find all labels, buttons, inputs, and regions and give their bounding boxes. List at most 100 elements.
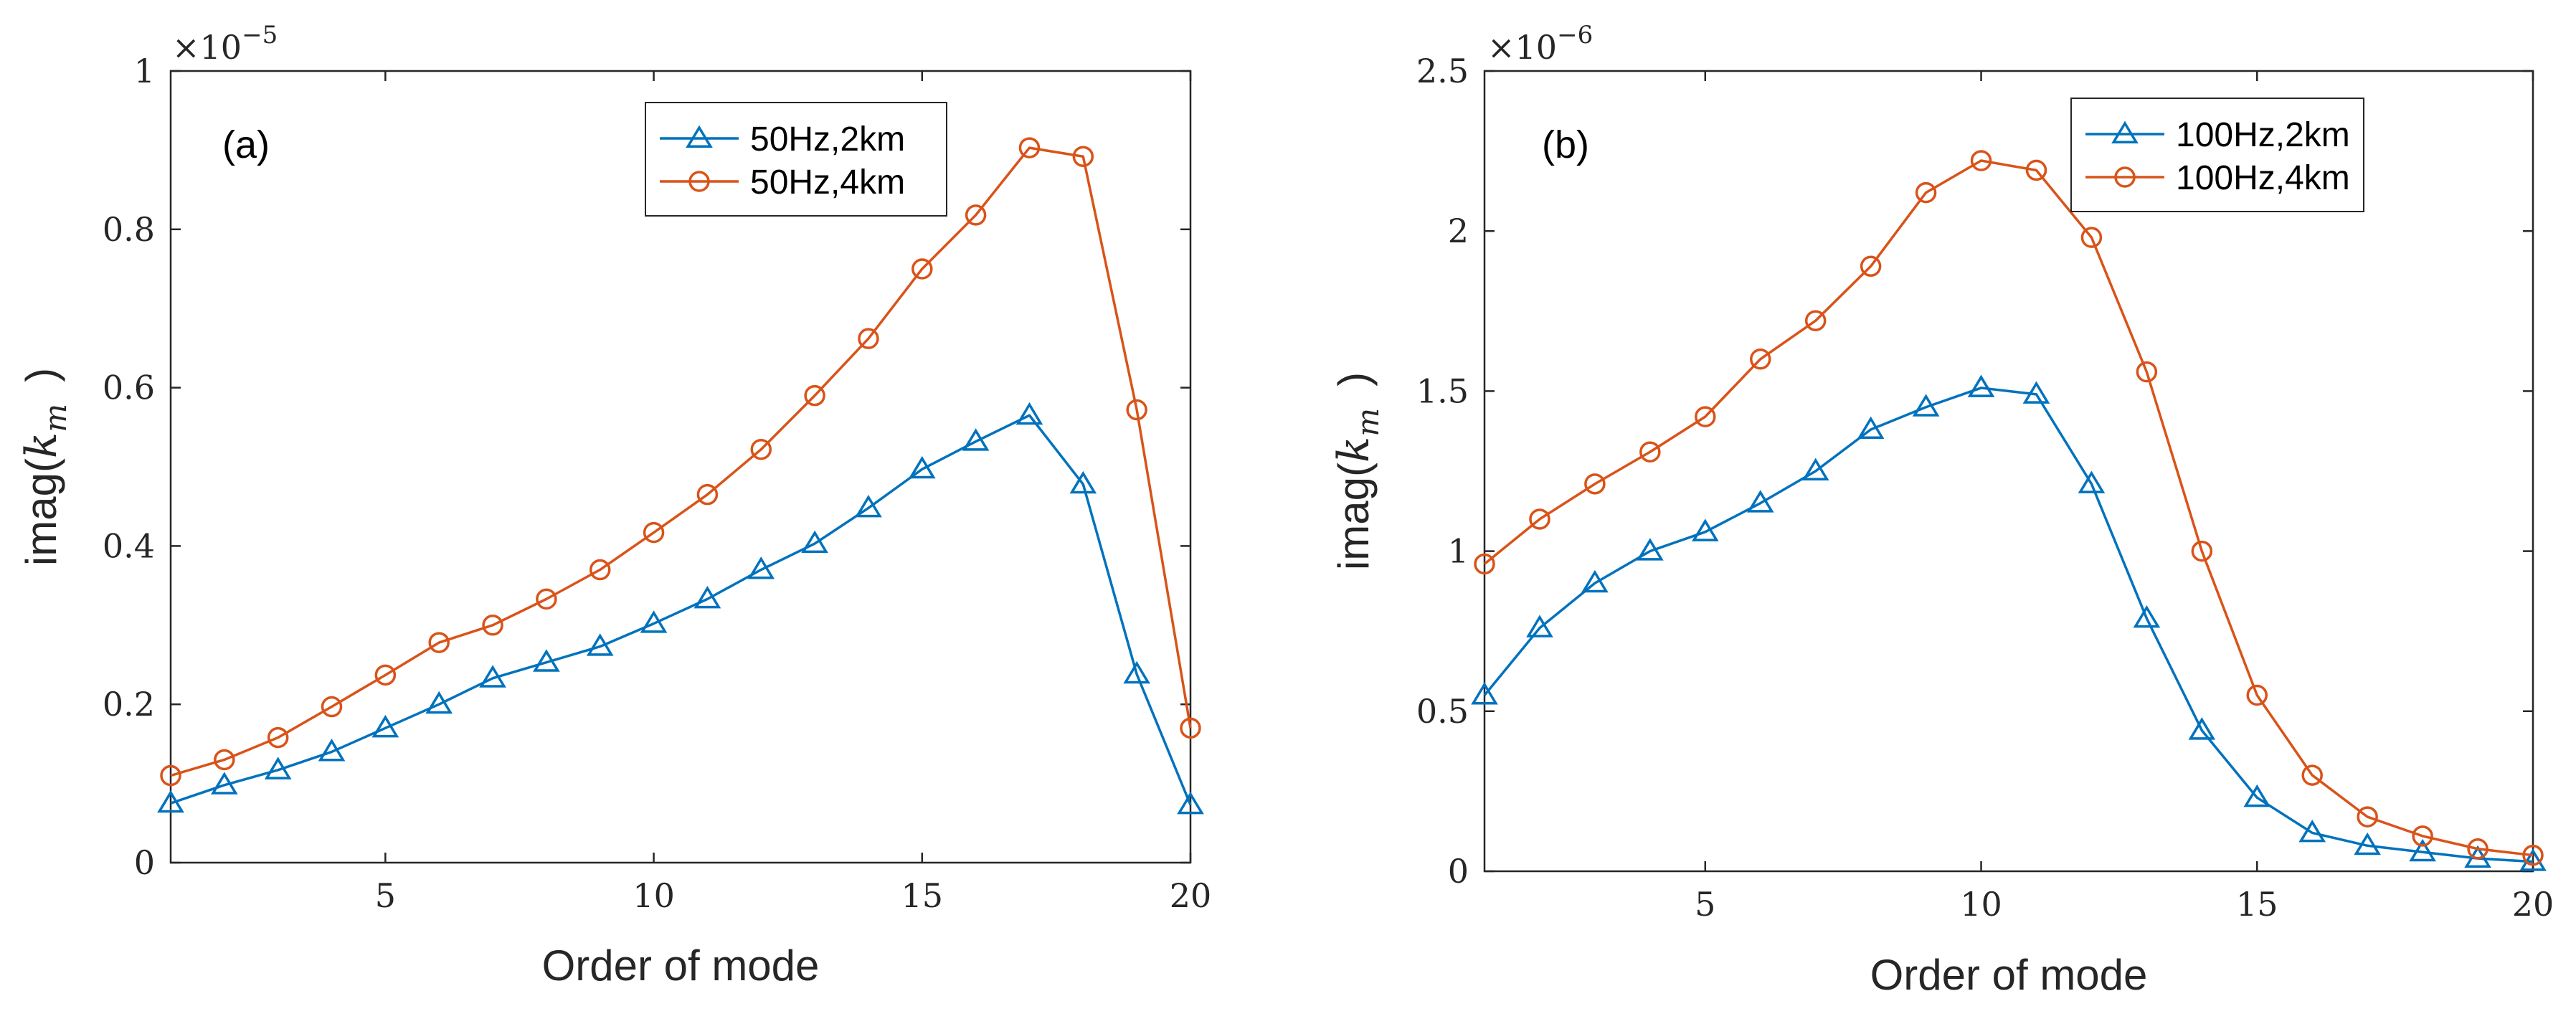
data-point — [2243, 784, 2271, 807]
data-point — [965, 204, 987, 226]
data-point — [2519, 848, 2547, 871]
data-point — [1746, 490, 1774, 513]
data-point — [1804, 310, 1827, 331]
data-point — [747, 556, 775, 579]
data-point — [1749, 349, 1771, 370]
data-point — [1860, 255, 1882, 278]
data-point — [586, 633, 614, 656]
data-point — [374, 664, 397, 686]
x-tick-label: 5 — [375, 876, 396, 915]
data-point — [2301, 764, 2323, 786]
data-point — [2246, 684, 2268, 706]
data-point — [2522, 844, 2544, 866]
data-point — [1967, 374, 1995, 397]
y-tick-label: 0.2 — [103, 685, 155, 724]
data-point — [2078, 470, 2106, 493]
data-point — [1970, 150, 1992, 171]
data-point — [157, 790, 184, 813]
data-point — [750, 438, 772, 460]
data-point — [1637, 538, 1664, 561]
data-point — [962, 428, 990, 451]
data-point — [318, 739, 346, 762]
tick-labels-b: 5 10 15 20 0 0.5 1 1.5 2 2.5 — [1416, 52, 2554, 924]
legend-label: 100Hz,2km — [2176, 116, 2350, 154]
series-layer-a — [157, 137, 1204, 815]
legend-a: 50Hz,2km 50Hz,4km — [645, 102, 947, 217]
data-point — [640, 610, 668, 633]
legend-marker — [2114, 166, 2136, 188]
data-point — [264, 757, 292, 779]
data-point — [1912, 394, 1940, 417]
y-tick-label: 0.4 — [103, 526, 155, 565]
x-tick-label: 10 — [1960, 885, 2002, 924]
data-point — [425, 691, 453, 714]
y-tick-label: 0.5 — [1416, 692, 1469, 731]
data-point — [2412, 825, 2433, 847]
data-point — [2191, 540, 2213, 562]
legend-label: 50Hz,4km — [750, 163, 905, 202]
data-point — [801, 530, 828, 554]
y-tick-label: 2 — [1448, 212, 1469, 250]
x-tick-label: 5 — [1695, 885, 1715, 924]
data-point — [1801, 458, 1829, 480]
y-tick-label: 1 — [1448, 532, 1469, 571]
axis-ticks-a — [171, 70, 1192, 864]
data-point — [1639, 441, 1661, 463]
data-point — [2136, 361, 2158, 383]
data-point — [908, 455, 936, 479]
data-point — [211, 772, 238, 795]
data-point — [321, 696, 343, 718]
data-point — [1069, 470, 1097, 494]
legend-marker — [686, 125, 713, 148]
axis-ticks-b — [1484, 70, 2534, 873]
data-point — [693, 585, 721, 609]
data-point — [804, 384, 825, 407]
legend-box-b — [2070, 98, 2364, 212]
data-point — [1126, 399, 1147, 421]
panel-label-b: (b) — [1542, 123, 1589, 166]
series-line — [1483, 387, 2534, 863]
data-point — [2298, 820, 2326, 843]
plot-area-b — [1483, 70, 2534, 873]
y-axis-title-b: imag(km) — [1329, 372, 1386, 570]
data-point — [1695, 406, 1716, 427]
data-point — [911, 258, 933, 280]
data-point — [643, 521, 665, 544]
data-point — [858, 328, 879, 349]
data-point — [479, 665, 506, 688]
data-point — [533, 649, 560, 672]
data-point — [1072, 146, 1094, 167]
data-point — [482, 615, 503, 636]
data-point — [2133, 605, 2161, 628]
data-point — [1857, 416, 1885, 439]
data-point — [1177, 792, 1204, 815]
data-point — [855, 495, 882, 518]
data-point — [2357, 806, 2378, 828]
legend-box-a — [645, 102, 947, 217]
legend-marker — [688, 171, 710, 192]
x-tick-label: 20 — [2512, 885, 2554, 924]
y-axis-title-a: imag(km) — [16, 368, 73, 566]
y-tick-label: 1.5 — [1416, 371, 1469, 410]
data-point — [1915, 181, 1937, 204]
data-point — [1581, 569, 1609, 593]
x-axis-title-b: Order of mode — [1870, 951, 2148, 999]
legend-label: 50Hz,2km — [750, 120, 905, 158]
legend-marker — [2111, 120, 2139, 143]
data-point — [2409, 838, 2436, 862]
y-tick-label: 0 — [1448, 852, 1469, 891]
data-point — [2467, 838, 2489, 860]
y-exponent-b: ×10−6 — [1487, 21, 1593, 67]
x-tick-label: 15 — [901, 876, 944, 915]
data-point — [371, 714, 399, 738]
data-point — [1180, 717, 1201, 739]
data-point — [2188, 717, 2216, 740]
data-point — [1474, 553, 1495, 575]
data-point — [1471, 682, 1498, 705]
data-point — [428, 632, 450, 653]
data-point — [1584, 473, 1606, 495]
data-point — [1529, 508, 1550, 530]
data-point — [2025, 159, 2047, 181]
